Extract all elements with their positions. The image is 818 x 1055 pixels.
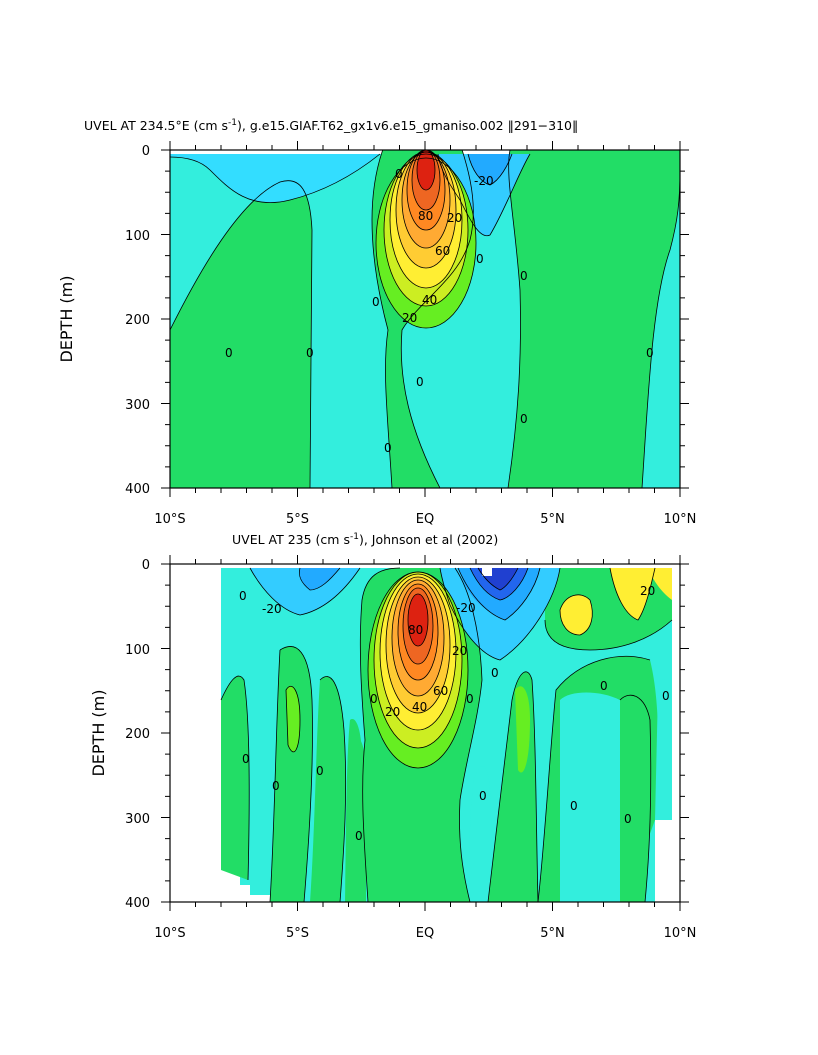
- contour-label: 20: [640, 584, 655, 598]
- panel-top-field: 0 0 0 0 0 0 0 0 0 0 -20 20 40 60 80 20: [170, 150, 680, 488]
- field-band-zero-right: [508, 150, 680, 488]
- panel-top-title: UVEL AT 234.5°E (cm s-1), g.e15.GIAF.T62…: [84, 118, 578, 133]
- y-tick-label: 100: [125, 229, 150, 244]
- x-tick-label: EQ: [416, 926, 434, 941]
- contour-labels-top: 0 0 0 0 0 0 0 0 0 0 -20 20 40 60 80 20: [225, 167, 654, 455]
- contour-label: 0: [476, 252, 484, 266]
- contour-lines-top: [170, 150, 680, 488]
- contour-label: 40: [422, 293, 437, 307]
- x-tick-label: 10°S: [154, 512, 185, 527]
- contour-label: 0: [600, 679, 608, 693]
- contour-label: 20: [452, 644, 467, 658]
- y-tick-label: 0: [142, 558, 150, 573]
- panel-bottom-y-tick-labels: 0 100 200 300 400: [125, 558, 150, 911]
- field-band-neg: [250, 568, 360, 615]
- contour-label: -20: [456, 601, 476, 615]
- x-tick-label: 10°N: [664, 512, 697, 527]
- contour-label: 0: [466, 692, 474, 706]
- contour-label: 0: [520, 269, 528, 283]
- contour-label: -20: [262, 602, 282, 616]
- panel-top-x-tick-labels: 10°S 5°S EQ 5°N 10°N: [154, 512, 696, 527]
- contour-label: 0: [479, 789, 487, 803]
- contour-label: 80: [408, 623, 423, 637]
- panel-bottom-x-tick-labels: 10°S 5°S EQ 5°N 10°N: [154, 926, 696, 941]
- contour-labels-bottom: 0 0 0 0 0 0 0 0 0 0 0 -20 -20 20 40 60 8…: [239, 584, 670, 843]
- contour-label: 0: [624, 812, 632, 826]
- contour-label: 20: [385, 705, 400, 719]
- contour-lines-bottom: [220, 567, 673, 902]
- panel-top-y-axis-label: DEPTH (m): [57, 275, 76, 362]
- x-tick-label: 5°S: [286, 926, 309, 941]
- field-band-zero-left: [170, 180, 312, 488]
- y-tick-label: 0: [142, 144, 150, 159]
- contour-label: 0: [646, 346, 654, 360]
- x-tick-label: EQ: [416, 512, 434, 527]
- contour-label: 40: [412, 700, 427, 714]
- panel-top-ticks: [161, 141, 689, 497]
- y-tick-label: 200: [125, 727, 150, 742]
- jet-core-bottom: [368, 572, 468, 768]
- contour-label: 0: [316, 764, 324, 778]
- contour-label: 0: [570, 799, 578, 813]
- contour-label: 0: [491, 666, 499, 680]
- contour-label: 0: [242, 752, 250, 766]
- contour-label: -20: [474, 174, 494, 188]
- panel-bottom-field: 0 0 0 0 0 0 0 0 0 0 0 -20 -20 20 40 60 8…: [170, 564, 680, 902]
- field-band-neg-right: [438, 154, 530, 236]
- y-tick-label: 300: [125, 812, 150, 827]
- contour-label: 0: [239, 589, 247, 603]
- y-tick-label: 400: [125, 896, 150, 911]
- contour-label: 60: [435, 244, 450, 258]
- y-tick-label: 400: [125, 482, 150, 497]
- x-tick-label: 5°N: [540, 926, 565, 941]
- x-tick-label: 10°N: [664, 926, 697, 941]
- panel-top-y-tick-labels: 0 100 200 300 400: [125, 144, 150, 497]
- contour-label: 0: [225, 346, 233, 360]
- field-band-zero: [221, 676, 250, 880]
- contour-label: 20: [447, 211, 462, 225]
- contour-label: 80: [418, 209, 433, 223]
- contour-label: 0: [306, 346, 314, 360]
- contour-label: 0: [395, 167, 403, 181]
- contour-label: 60: [433, 684, 448, 698]
- contour-label: 0: [384, 441, 392, 455]
- panel-bottom: UVEL AT 235 (cm s-1), Johnson et al (200…: [89, 532, 696, 941]
- field-band-neg-left: [170, 154, 380, 203]
- y-tick-label: 200: [125, 313, 150, 328]
- contour-label: 0: [662, 689, 670, 703]
- x-tick-label: 10°S: [154, 926, 185, 941]
- x-tick-label: 5°N: [540, 512, 565, 527]
- contour-label: 0: [372, 295, 380, 309]
- y-tick-label: 300: [125, 398, 150, 413]
- panel-top: UVEL AT 234.5°E (cm s-1), g.e15.GIAF.T62…: [57, 118, 696, 527]
- contour-label: 0: [520, 412, 528, 426]
- panel-bottom-ticks: [161, 555, 689, 911]
- y-tick-label: 100: [125, 643, 150, 658]
- contour-label: 0: [416, 375, 424, 389]
- contour-label: 0: [355, 829, 363, 843]
- contour-label: 20: [402, 311, 417, 325]
- panel-bottom-title: UVEL AT 235 (cm s-1), Johnson et al (200…: [232, 532, 498, 547]
- x-tick-label: 5°S: [286, 512, 309, 527]
- panel-bottom-y-axis-label: DEPTH (m): [89, 689, 108, 776]
- contour-label: 0: [272, 779, 280, 793]
- contour-label: 0: [370, 692, 378, 706]
